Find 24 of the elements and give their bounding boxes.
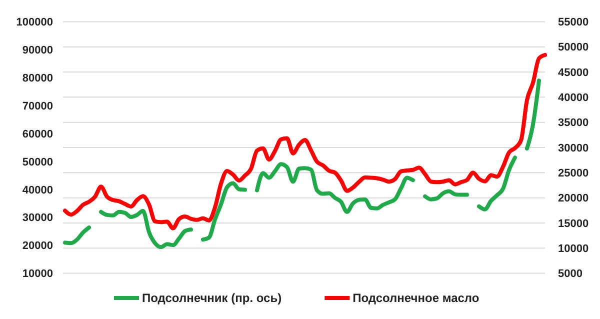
y2-tick-label: 5000 [558,268,582,280]
y2-tick-label: 35000 [558,117,589,130]
y2-tick-label: 45000 [558,66,589,79]
y-tick-label: 30000 [22,212,53,224]
y2-tick-label: 10000 [558,242,589,255]
y-tick-label: 70000 [22,100,53,112]
y2-tick-label: 30000 [558,142,589,154]
y-tick-label: 40000 [22,184,53,196]
legend-label: Подсолнечник (пр. ось) [142,291,282,306]
y2-tick-label: 25000 [558,168,589,180]
y-tick-label: 60000 [22,128,53,140]
y2-tick-label: 55000 [558,16,589,29]
y-tick-label: 90000 [22,44,53,57]
y-tick-label: 50000 [22,156,53,168]
y-tick-label: 20000 [22,240,53,252]
legend-label: Подсолнечное масло [352,291,480,306]
y2-tick-label: 40000 [558,92,589,104]
y2-tick-label: 20000 [558,192,589,205]
y2-tick-label: 50000 [558,42,589,54]
y-tick-label: 100000 [16,16,53,29]
y-tick-label: 80000 [22,72,53,84]
line-series [63,52,547,230]
y2-tick-label: 15000 [558,218,589,230]
y-tick-label: 10000 [22,268,53,280]
